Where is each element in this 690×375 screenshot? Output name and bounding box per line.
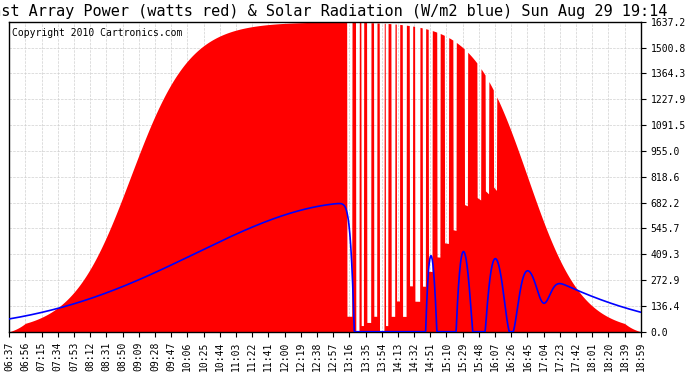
Text: Copyright 2010 Cartronics.com: Copyright 2010 Cartronics.com [12, 28, 183, 38]
Title: East Array Power (watts red) & Solar Radiation (W/m2 blue) Sun Aug 29 19:14: East Array Power (watts red) & Solar Rad… [0, 4, 667, 19]
